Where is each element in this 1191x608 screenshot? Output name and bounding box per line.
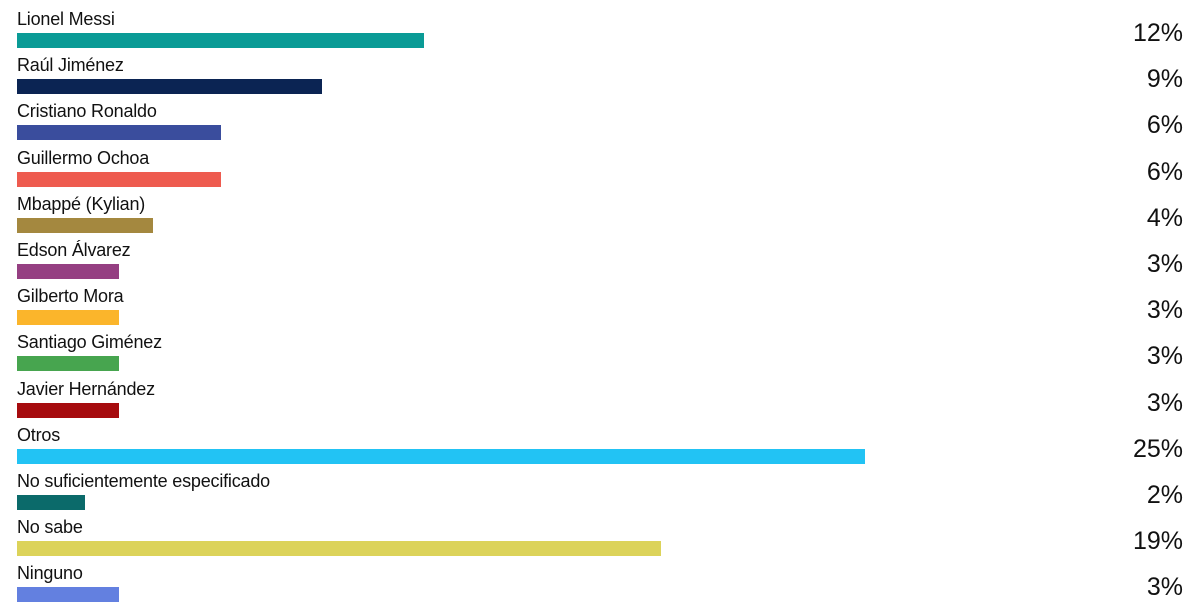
- bar-label: Mbappé (Kylian): [17, 193, 146, 214]
- bar: [17, 310, 119, 326]
- bar-label: Lionel Messi: [17, 9, 115, 29]
- bar-row: Santiago Giménez 3%: [0, 331, 1191, 377]
- bar-value-label: 6%: [1146, 157, 1183, 186]
- bar: [17, 217, 153, 233]
- bar: [17, 264, 119, 279]
- bar-label: Guillermo Ochoa: [17, 147, 150, 168]
- bar-value-label: 3%: [1146, 250, 1183, 278]
- bar-row: Edson Álvarez 3%: [0, 239, 1191, 285]
- bar-label: Cristiano Ronaldo: [17, 101, 157, 122]
- bar-row: Lionel Messi 12%: [0, 8, 1191, 54]
- bar-label: Gilberto Mora: [17, 286, 124, 307]
- bar-value-label: 3%: [1146, 296, 1183, 325]
- bar-value-label: 2%: [1146, 481, 1183, 509]
- bar-row: Javier Hernández 3%: [0, 378, 1191, 424]
- bar-row: Gilberto Mora 3%: [0, 285, 1191, 331]
- bar-row: No sabe 19%: [0, 516, 1191, 562]
- bar-label: No suficientemente especificado: [17, 471, 270, 491]
- bar-value-label: 3%: [1146, 388, 1183, 417]
- bar: [17, 587, 119, 603]
- bar: [17, 402, 119, 418]
- bar-label: Otros: [17, 424, 61, 445]
- bar: [17, 79, 323, 95]
- bar-value-label: 4%: [1146, 203, 1183, 232]
- bar-row: Raúl Jiménez 9%: [0, 54, 1191, 100]
- bar: [17, 171, 221, 187]
- bar: [17, 541, 662, 557]
- bar: [17, 125, 221, 141]
- bar-row: Guillermo Ochoa 6%: [0, 147, 1191, 193]
- bar-value-label: 3%: [1146, 573, 1183, 602]
- bar-value-label: 6%: [1146, 111, 1183, 140]
- bar-label: Raúl Jiménez: [17, 55, 124, 76]
- bar-label: Edson Álvarez: [17, 240, 131, 260]
- bar: [17, 448, 865, 464]
- bar-value-label: 25%: [1132, 434, 1183, 463]
- bar-label: Ninguno: [17, 563, 83, 584]
- bar-row: Ninguno 3%: [0, 562, 1191, 608]
- bar: [17, 33, 425, 48]
- bar-label: No sabe: [17, 517, 83, 538]
- bar-value-label: 19%: [1132, 527, 1183, 556]
- bar-value-label: 3%: [1146, 342, 1183, 371]
- bar-label: Javier Hernández: [17, 378, 155, 399]
- bar-row: Mbappé (Kylian) 4%: [0, 193, 1191, 239]
- bar-label: Santiago Giménez: [17, 332, 162, 353]
- bar-row: Otros 25%: [0, 424, 1191, 470]
- bar: [17, 356, 119, 372]
- bar: [17, 495, 85, 510]
- bar-value-label: 9%: [1146, 65, 1183, 94]
- bar-row: Cristiano Ronaldo 6%: [0, 100, 1191, 146]
- bar-row: No suficientemente especificado 2%: [0, 470, 1191, 516]
- bar-value-label: 12%: [1132, 19, 1183, 47]
